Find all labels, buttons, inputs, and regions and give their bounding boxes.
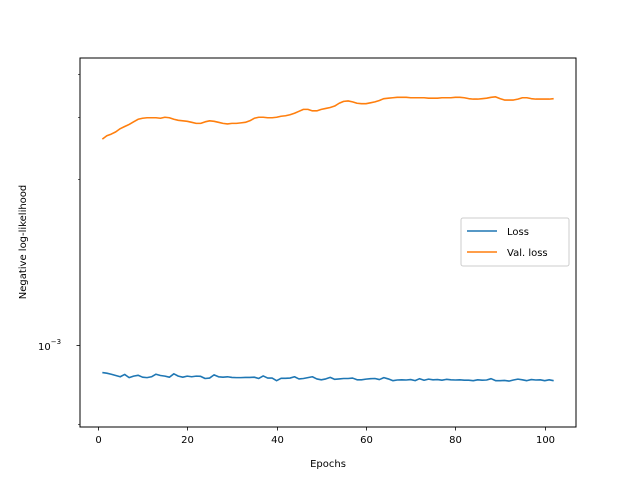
x-tick-label: 80 [449, 435, 462, 446]
y-tick-label-base: 10 [38, 342, 51, 353]
axes-frame [79, 57, 577, 428]
y-axis: 10−3 [38, 74, 80, 425]
series-line-loss [102, 371, 554, 382]
x-tick-label: 60 [360, 435, 373, 446]
y-tick-label-exponent: −3 [51, 338, 61, 346]
x-tick-label: 100 [536, 435, 555, 446]
legend: Loss Val. loss [460, 217, 570, 267]
x-axis-label: Epochs [310, 459, 346, 470]
y-axis-label: Negative log-likelihood [18, 185, 29, 300]
series-layer [101, 96, 554, 382]
legend-label-loss: Loss [507, 227, 529, 238]
x-tick-label: 0 [95, 435, 101, 446]
y-tick-label: 10−3 [38, 338, 61, 353]
x-tick-label: 20 [181, 435, 194, 446]
x-axis: 0 20 40 60 80 100 [95, 427, 555, 446]
legend-label-val-loss: Val. loss [507, 248, 548, 259]
x-tick-label: 40 [271, 435, 284, 446]
series-line-val-loss [101, 96, 554, 140]
legend-frame [460, 217, 570, 267]
